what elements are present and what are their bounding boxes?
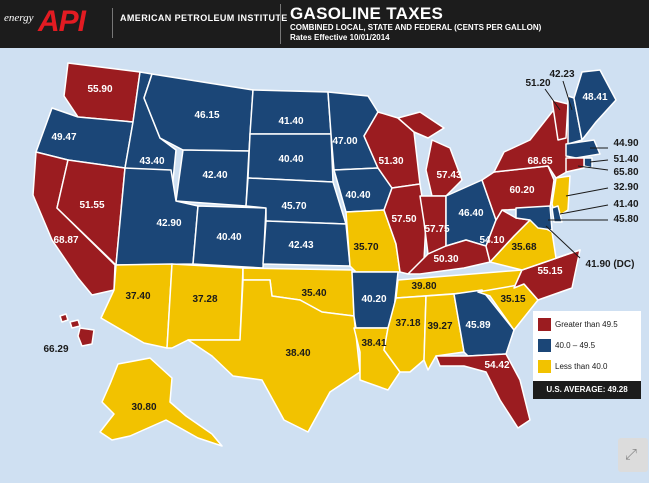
- label-md: 45.80: [613, 214, 638, 225]
- label-ky: 50.30: [433, 254, 458, 265]
- state-me: [573, 69, 617, 141]
- label-fl: 54.42: [484, 360, 509, 371]
- label-hi: 66.29: [43, 344, 68, 355]
- state-nd: [249, 89, 332, 135]
- brand-name: AMERICAN PETROLEUM INSTITUTE: [120, 13, 288, 23]
- label-me: 48.41: [582, 92, 607, 103]
- label-az: 37.40: [125, 291, 150, 302]
- us-average: U.S. AVERAGE: 49.28: [533, 381, 641, 399]
- label-mn: 47.00: [332, 136, 357, 147]
- label-il: 57.50: [391, 214, 416, 225]
- state-hi-1: [59, 313, 69, 323]
- label-nh: 42.23: [549, 69, 574, 80]
- leader-ct: [577, 165, 609, 171]
- label-sc: 35.15: [500, 294, 525, 305]
- label-tn: 39.80: [411, 281, 436, 292]
- label-ga: 45.89: [465, 320, 490, 331]
- label-ar: 40.20: [361, 294, 386, 305]
- state-hi-3: [77, 327, 95, 347]
- state-md: [515, 205, 553, 231]
- label-wi: 51.30: [378, 156, 403, 167]
- label-dc: 41.90 (DC): [586, 259, 635, 270]
- state-de: [551, 205, 563, 223]
- legend-label-mid: 40.0 – 49.5: [555, 340, 596, 350]
- legend-label-low: Less than 40.0: [555, 361, 608, 371]
- legend-item-mid: 40.0 – 49.5: [538, 338, 595, 352]
- header-bar: energy API AMERICAN PETROLEUM INSTITUTE …: [0, 0, 649, 48]
- leader-de: [559, 204, 609, 215]
- legend-item-high: Greater than 49.5: [538, 317, 618, 331]
- label-nc: 55.15: [537, 266, 562, 277]
- label-co: 40.40: [216, 232, 241, 243]
- legend-label-high: Greater than 49.5: [555, 319, 618, 329]
- legend-item-low: Less than 40.0: [538, 359, 607, 373]
- state-ak: [99, 357, 223, 447]
- label-al: 39.27: [427, 321, 452, 332]
- us-map: 55.90 49.47 68.87 51.55 43.40 46.15 42.4…: [32, 62, 639, 447]
- label-oh: 46.40: [458, 208, 483, 219]
- state-fl: [435, 353, 531, 429]
- label-va: 35.68: [511, 242, 536, 253]
- api-logo: API: [38, 5, 86, 38]
- label-ia: 40.40: [345, 190, 370, 201]
- label-ks: 42.43: [288, 240, 313, 251]
- state-ma: [565, 139, 601, 159]
- state-vt: [551, 99, 569, 141]
- leader-dc: [545, 225, 581, 259]
- label-in: 57.75: [424, 224, 449, 235]
- label-ca: 68.87: [53, 235, 78, 246]
- label-ms: 37.18: [395, 318, 420, 329]
- legend-swatch-mid: [538, 338, 551, 352]
- legend-swatch-high: [538, 317, 551, 331]
- label-sd: 40.40: [278, 154, 303, 165]
- legend-swatch-low: [538, 359, 551, 373]
- label-wv: 54.10: [479, 235, 504, 246]
- label-mo: 35.70: [353, 242, 378, 253]
- map-subtitle: COMBINED LOCAL, STATE AND FEDERAL (CENTS…: [290, 23, 542, 32]
- label-mi: 57.43: [436, 170, 461, 181]
- state-mi-lower: [425, 139, 463, 197]
- state-mi: [397, 111, 445, 139]
- brand-prefix: energy: [4, 12, 34, 24]
- label-ri: 51.40: [613, 154, 638, 165]
- label-de: 41.40: [613, 199, 638, 210]
- label-ne: 45.70: [281, 201, 306, 212]
- state-hi-2: [69, 319, 81, 329]
- label-ak: 30.80: [131, 402, 156, 413]
- header-divider-left: [112, 8, 113, 38]
- map-title: GASOLINE TAXES: [290, 4, 444, 23]
- label-vt: 51.20: [525, 78, 550, 89]
- leader-vt: [544, 88, 561, 111]
- state-ct: [565, 157, 585, 173]
- label-wa: 55.90: [87, 84, 112, 95]
- rates-effective: Rates Effective 10/01/2014: [290, 33, 390, 42]
- state-nm: [166, 263, 244, 349]
- expand-icon: ⤢: [625, 446, 638, 463]
- expand-button[interactable]: ⤢: [618, 438, 648, 472]
- label-la: 38.41: [361, 338, 386, 349]
- label-ny: 68.65: [527, 156, 552, 167]
- label-nv: 51.55: [79, 200, 104, 211]
- label-tx: 38.40: [285, 348, 310, 359]
- label-ut: 42.90: [156, 218, 181, 229]
- label-ct: 65.80: [613, 167, 638, 178]
- label-ma: 44.90: [613, 138, 638, 149]
- label-nm: 37.28: [192, 294, 217, 305]
- leader-ri: [589, 159, 609, 163]
- label-or: 49.47: [51, 132, 76, 143]
- leader-nj: [565, 187, 609, 197]
- legend: Greater than 49.5 40.0 – 49.5 Less than …: [533, 311, 641, 399]
- label-pa: 60.20: [509, 185, 534, 196]
- label-id: 43.40: [139, 156, 164, 167]
- label-nd: 41.40: [278, 116, 303, 127]
- label-nj: 32.90: [613, 182, 638, 193]
- label-mt: 46.15: [194, 110, 219, 121]
- state-wi: [363, 111, 421, 189]
- leader-nh: [562, 80, 573, 111]
- state-tx: [187, 279, 361, 433]
- label-wy: 42.40: [202, 170, 227, 181]
- label-ok: 35.40: [301, 288, 326, 299]
- header-divider-right: [280, 4, 281, 44]
